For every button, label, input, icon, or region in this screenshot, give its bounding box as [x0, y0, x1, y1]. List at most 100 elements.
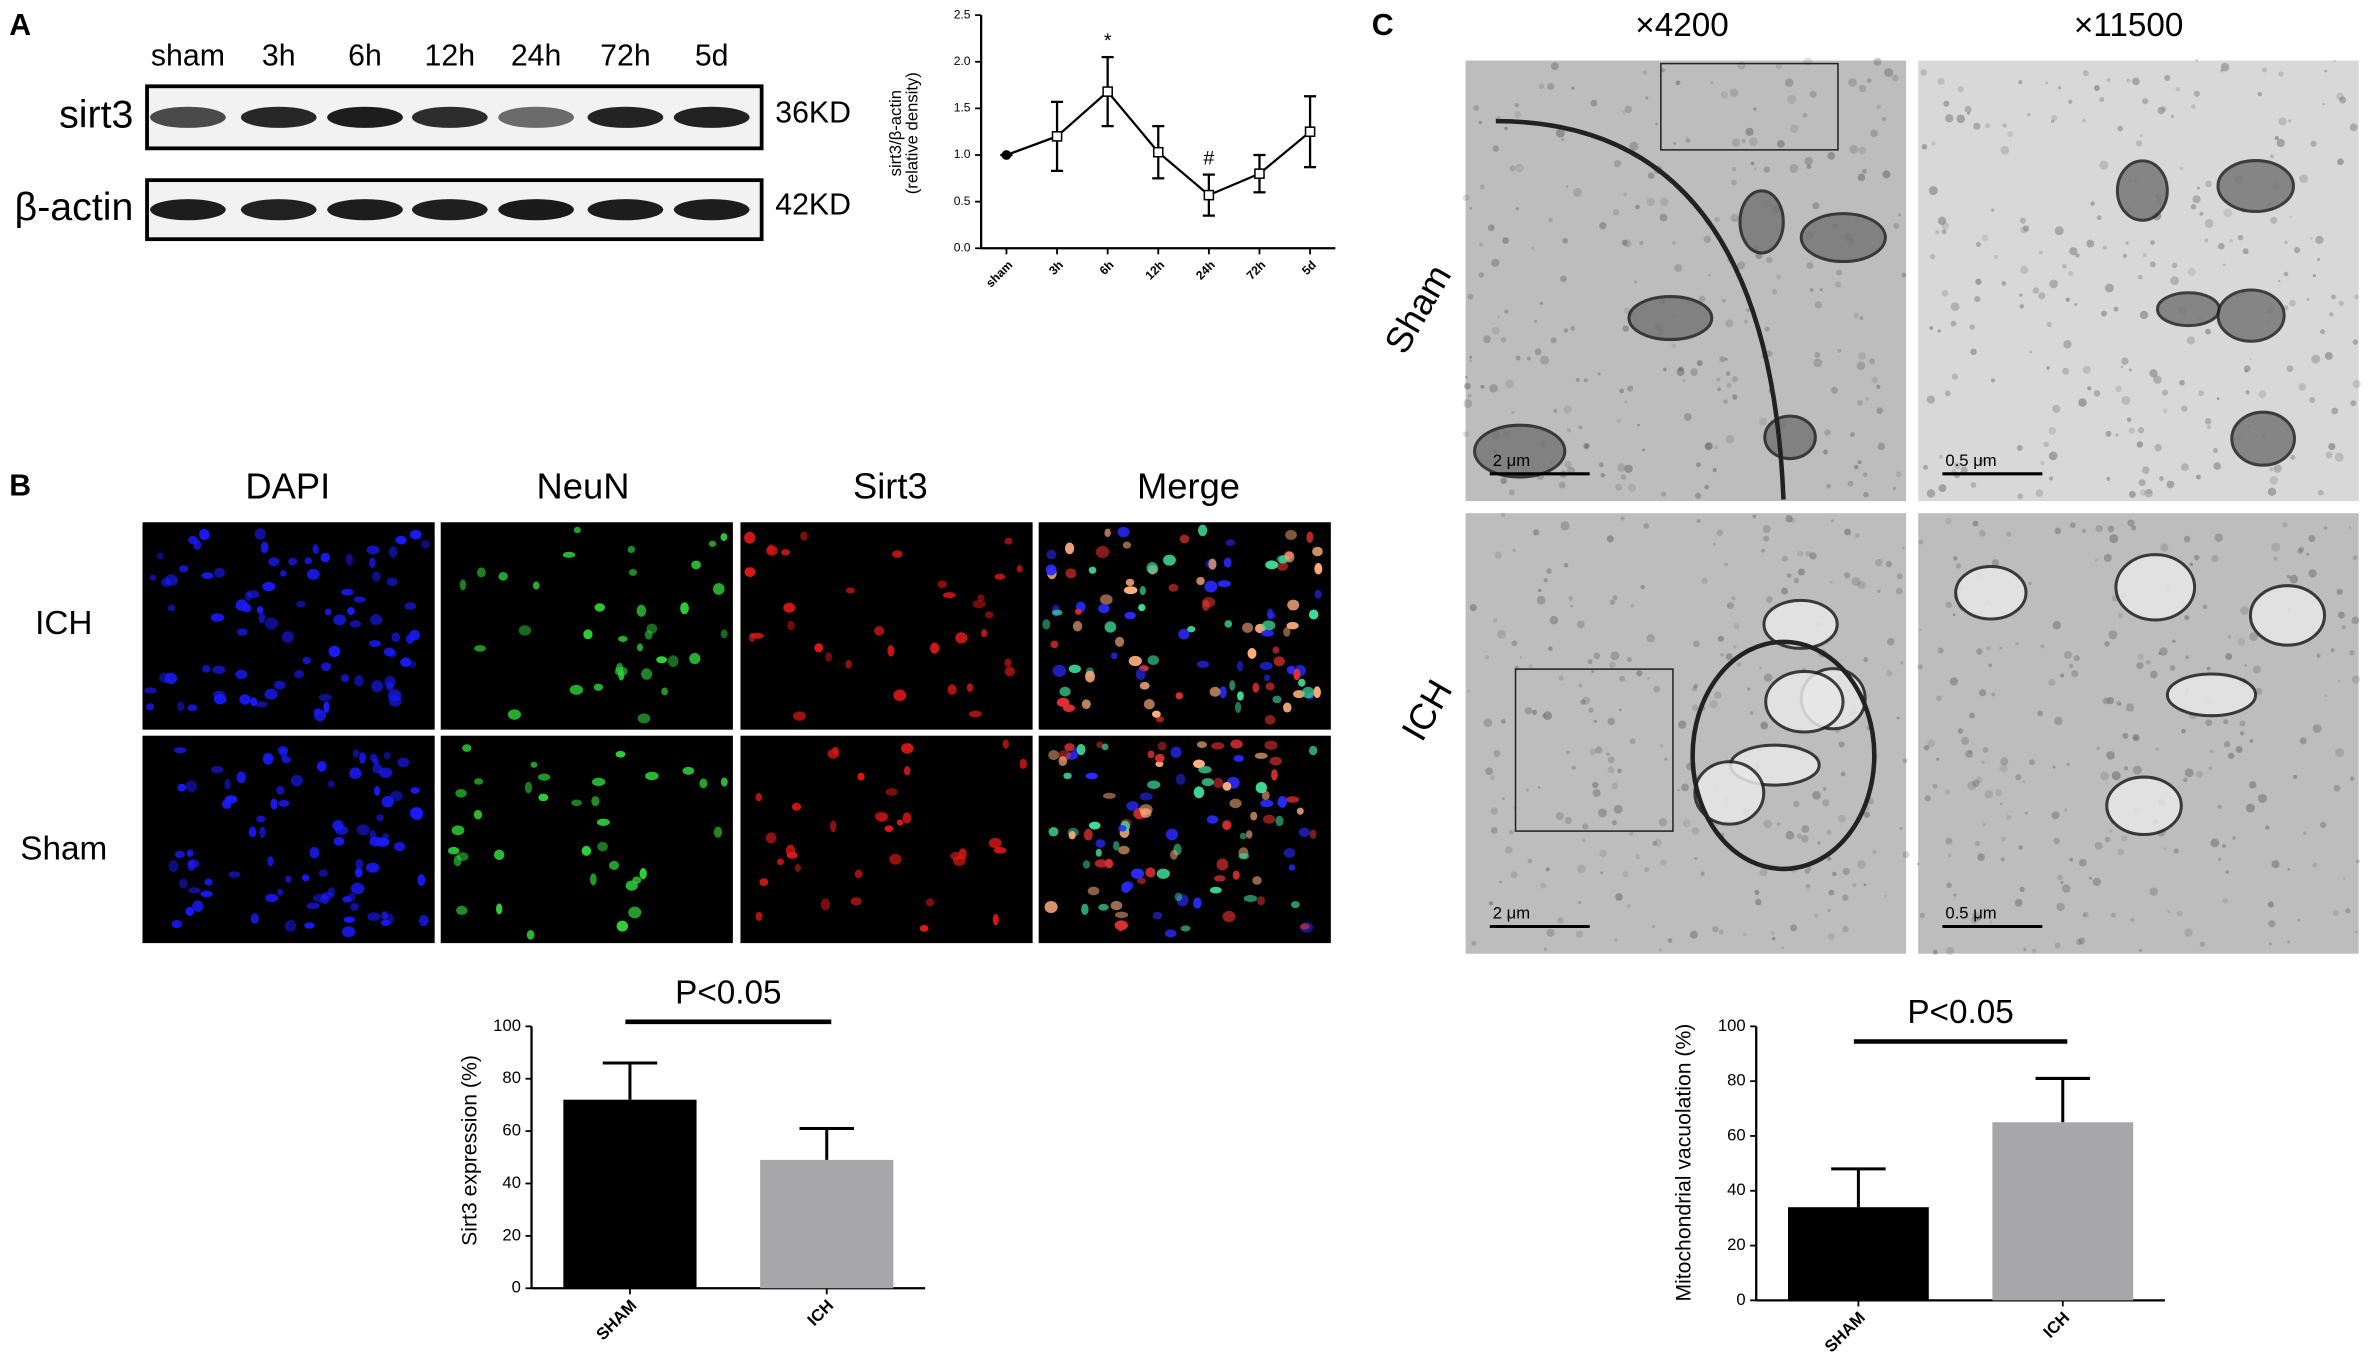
texture [2189, 562, 2194, 566]
texture [2229, 239, 2233, 243]
texture [1509, 165, 1516, 172]
cell [290, 774, 303, 787]
texture [2038, 292, 2046, 300]
cell [981, 629, 988, 638]
cell [1217, 580, 1231, 588]
texture [1621, 239, 1628, 246]
texture [1624, 105, 1633, 114]
texture [2015, 642, 2019, 646]
y-tick-label: 80 [502, 1068, 521, 1087]
texture [1991, 559, 2000, 567]
cell [462, 744, 472, 752]
cell [1058, 756, 1068, 767]
cell [637, 713, 651, 724]
cell [1088, 566, 1097, 574]
texture [2019, 217, 2026, 224]
micrograph [142, 522, 435, 730]
texture [2337, 158, 2344, 166]
texture [2108, 630, 2118, 640]
cell [1046, 549, 1057, 560]
texture [2082, 70, 2089, 77]
cell [755, 793, 763, 802]
cell [248, 826, 257, 838]
x-tick-label: ICH [2040, 1308, 2074, 1342]
cell [1254, 752, 1268, 759]
texture [1492, 618, 1498, 623]
texture [1717, 635, 1724, 642]
texture [1812, 791, 1821, 800]
texture [1936, 757, 1940, 761]
cell [1062, 704, 1075, 712]
cell [1098, 603, 1110, 614]
texture [1982, 822, 1986, 827]
texture [1884, 894, 1887, 898]
texture [1869, 358, 1875, 365]
lane-label: 12h [425, 40, 476, 73]
texture [2352, 379, 2361, 389]
texture [2006, 814, 2012, 821]
texture [1931, 141, 1936, 146]
texture [1852, 883, 1857, 888]
texture [2324, 351, 2333, 360]
cell [1114, 636, 1125, 647]
texture [1673, 141, 1677, 145]
texture [2113, 306, 2119, 312]
cell [235, 669, 248, 680]
texture [1598, 462, 1604, 468]
texture [1515, 163, 1524, 173]
texture [1635, 853, 1641, 860]
texture [1797, 550, 1804, 557]
cell [284, 920, 297, 932]
texture [1667, 938, 1673, 943]
texture [2282, 522, 2288, 528]
texture [1747, 687, 1751, 691]
texture [1929, 253, 1936, 260]
cell [708, 540, 717, 547]
texture [1653, 685, 1661, 693]
texture [1857, 860, 1866, 869]
texture [1607, 766, 1615, 774]
texture [1592, 781, 1599, 789]
cell [1198, 765, 1212, 774]
texture [2135, 140, 2143, 147]
texture [2022, 780, 2025, 783]
texture [1885, 560, 1892, 568]
data-point [1304, 126, 1316, 137]
texture [1469, 359, 1472, 363]
texture [1836, 269, 1843, 276]
cell [1222, 781, 1232, 791]
x-tick-label: ICH [804, 1296, 838, 1330]
texture [1545, 867, 1550, 872]
texture [2170, 114, 2175, 119]
texture [1789, 924, 1798, 932]
texture [2069, 522, 2076, 529]
texture [2225, 870, 2230, 874]
texture [1561, 137, 1565, 141]
texture [1801, 825, 1810, 833]
organelle [2216, 288, 2286, 343]
cell [618, 635, 628, 643]
texture [1814, 913, 1819, 918]
cell [333, 614, 347, 626]
cell [783, 602, 796, 613]
texture [1729, 88, 1739, 97]
texture [1969, 324, 1975, 330]
texture [1519, 656, 1523, 659]
texture [2339, 96, 2347, 104]
texture [2310, 140, 2317, 147]
cell [1147, 750, 1155, 759]
texture [1636, 670, 1643, 677]
texture [2337, 611, 2345, 619]
blot-band [673, 106, 750, 128]
texture [1950, 320, 1957, 327]
texture [1827, 856, 1832, 861]
texture [2035, 489, 2044, 497]
cell [947, 684, 957, 695]
texture [2173, 848, 2179, 854]
column-label: DAPI [245, 466, 330, 507]
texture [2337, 679, 2341, 683]
cell [1223, 557, 1232, 568]
cell [1178, 628, 1190, 640]
cell [755, 911, 763, 921]
organelle [2248, 584, 2327, 647]
